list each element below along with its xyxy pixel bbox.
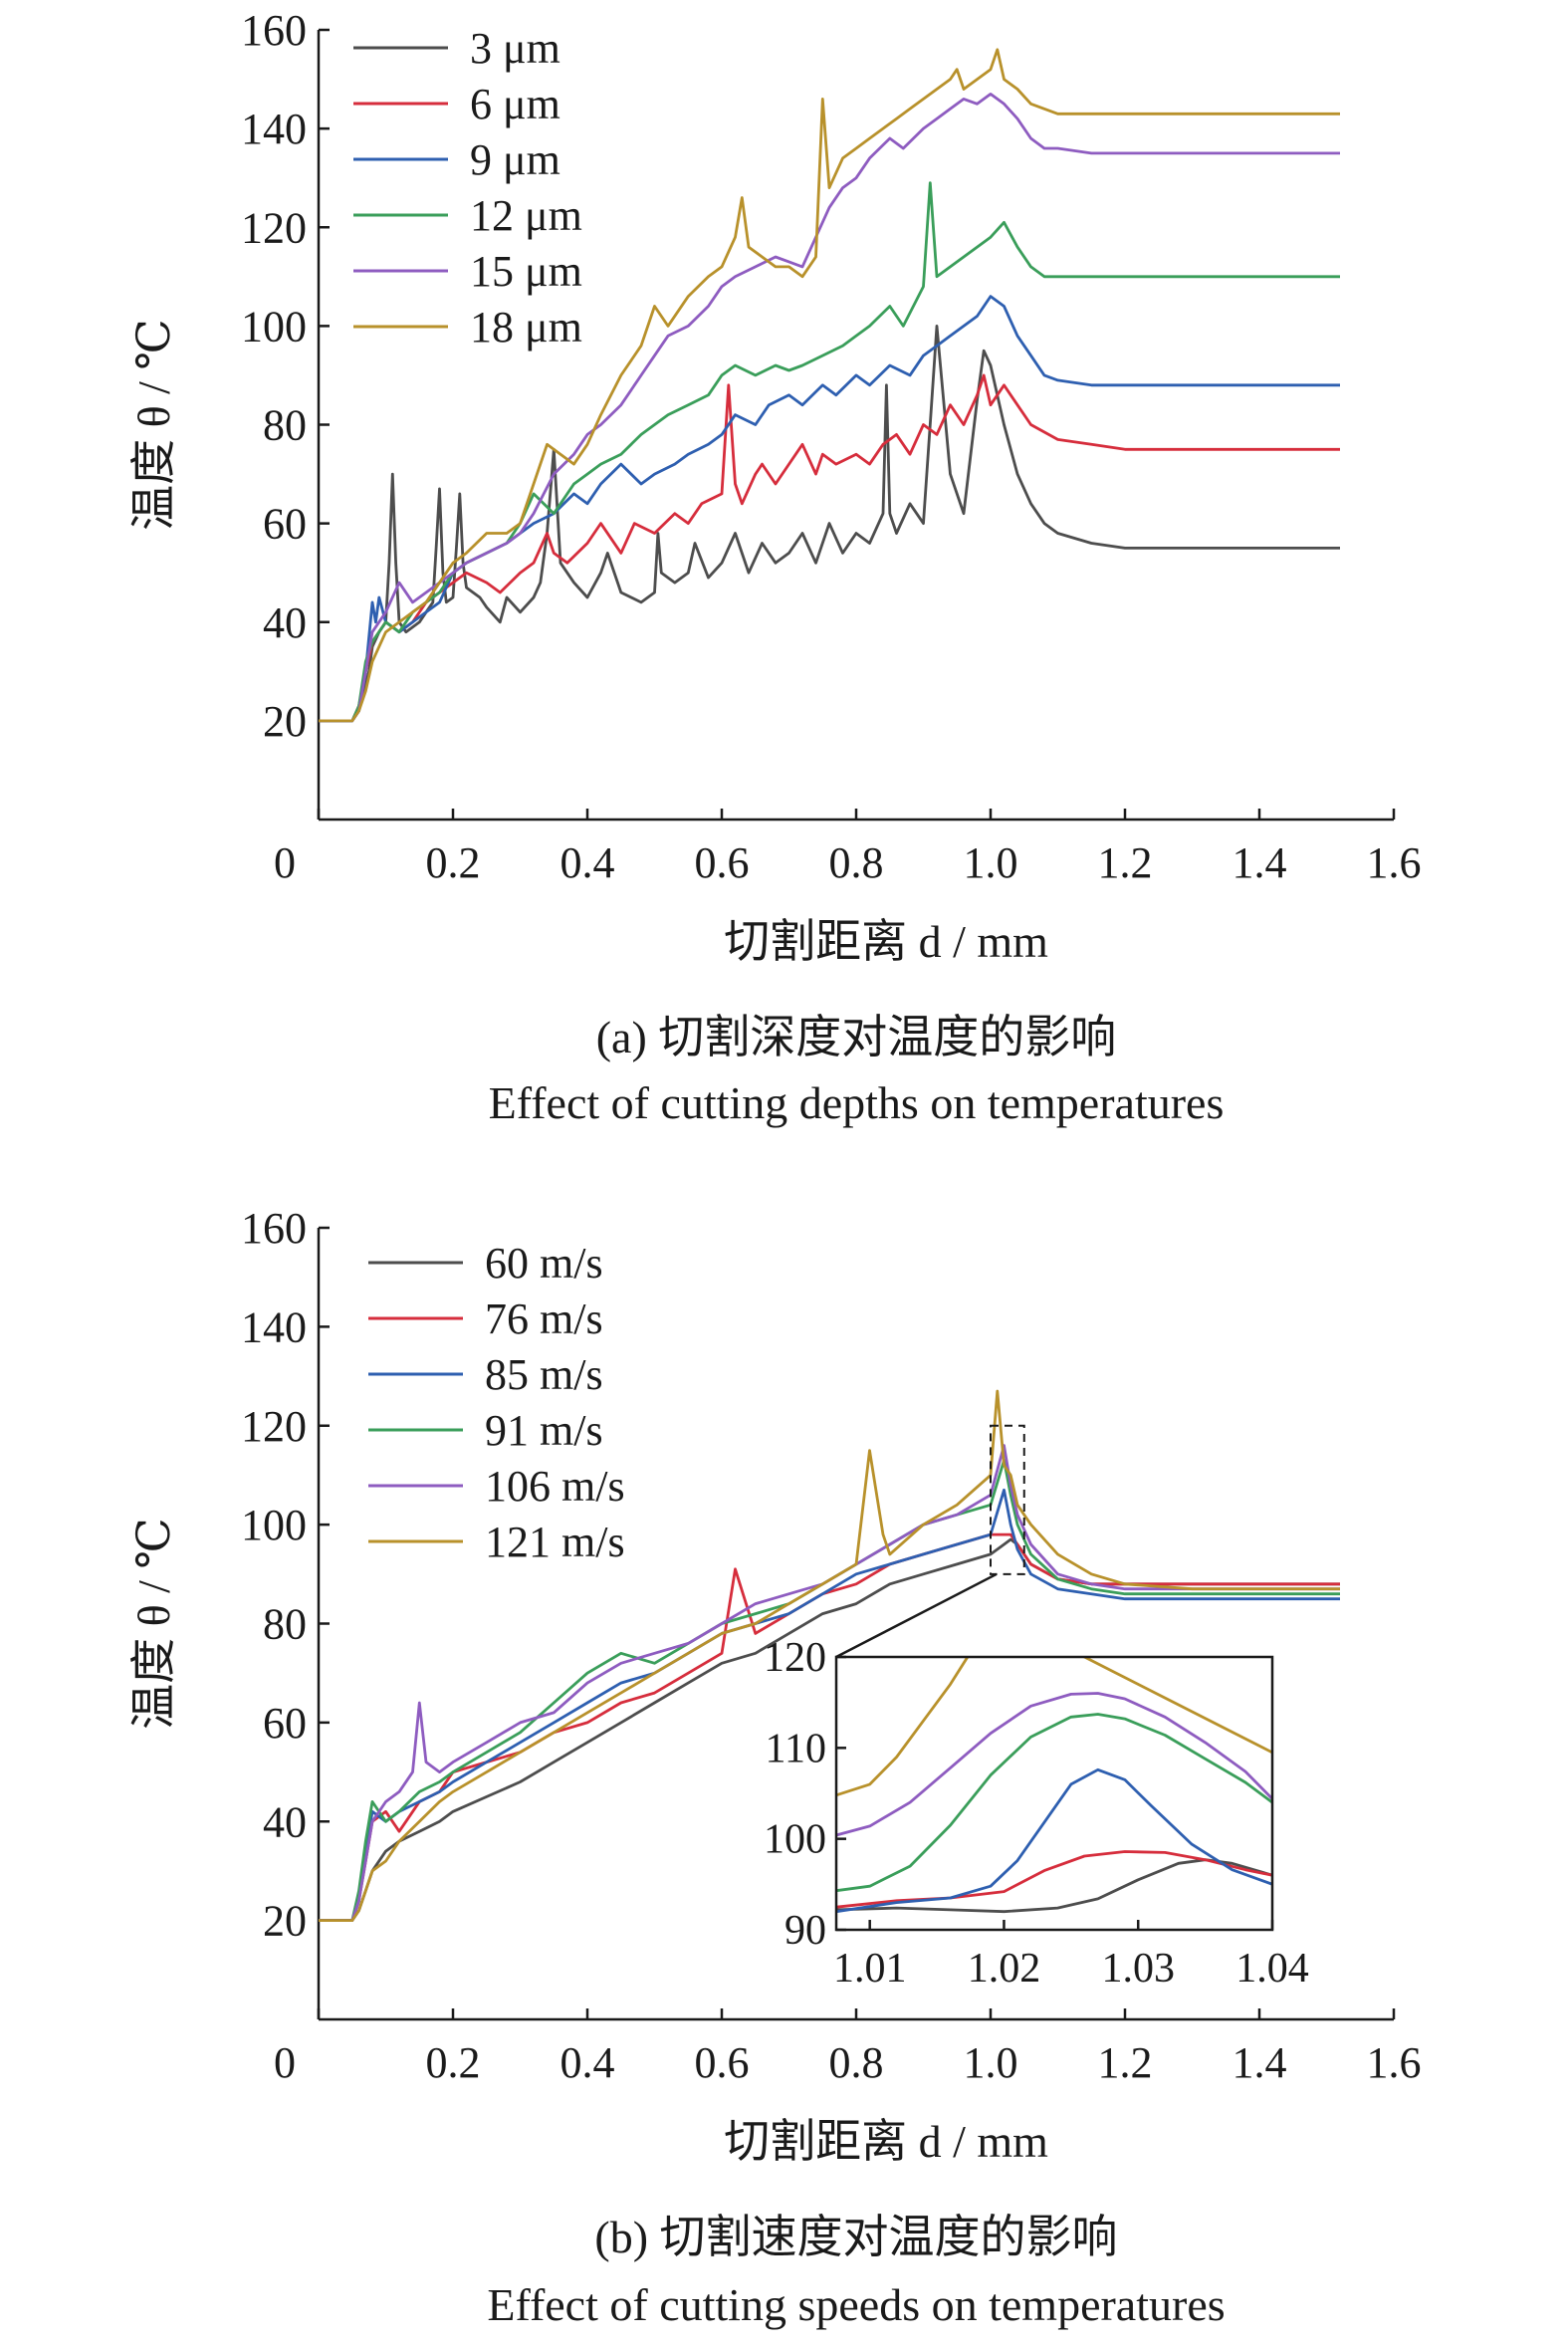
panel-a: 20 40 60 80 100 120 140 160 0 0.2 0.4 0.6 0.8 1.0 1.2 1… (128, 6, 1422, 967)
legend-label: 76 m/s (485, 1294, 603, 1343)
caption-a-cn: (a) 切割深度对温度的影响 (596, 1012, 1117, 1062)
y-tick-label: 120 (241, 203, 307, 252)
legend-label: 9 μm (470, 135, 560, 184)
legend-label: 106 m/s (485, 1462, 625, 1511)
caption-a-en: Effect of cutting depths on temperatures (489, 1077, 1225, 1128)
inset-frame (834, 1655, 1274, 1932)
legend-label: 60 m/s (485, 1239, 603, 1288)
x-tick-label: 1.0 (964, 2038, 1018, 2087)
series-line (319, 1389, 1340, 1922)
x-tick-label: 1.6 (1367, 2038, 1422, 2087)
inset-y-tick-label: 110 (766, 1726, 826, 1771)
x-axis-title: 切割距离 d / mm (724, 2116, 1048, 2167)
caption-b-cn: (b) 切割速度对温度的影响 (594, 2212, 1117, 2262)
y-tick-label: 80 (263, 1600, 307, 1649)
y-tick-label: 80 (263, 401, 307, 450)
inset-series-group (836, 1657, 1272, 1914)
legend-label: 15 μm (470, 247, 582, 296)
y-tick-label: 160 (241, 6, 307, 55)
series-line (319, 1444, 1340, 1922)
x-tick-label: 1.2 (1098, 2038, 1153, 2087)
y-tick-label: 140 (241, 105, 307, 153)
y-tick-label: 20 (263, 1897, 307, 1946)
inset-series-line (836, 1713, 1272, 1893)
x-tick-label: 1.4 (1232, 838, 1287, 887)
y-tick-label: 120 (241, 1402, 307, 1451)
x-tick-label: 0.2 (426, 838, 481, 887)
x-tick-label: 0.6 (695, 838, 750, 887)
x-tick-label: 1.4 (1232, 2038, 1287, 2087)
inset-series-line (836, 1692, 1272, 1837)
y-tick-label: 100 (241, 1501, 307, 1549)
inset-series-line (836, 1657, 1272, 1797)
x-tick-label: 0.4 (560, 838, 615, 887)
inset-x-tick-label: 1.01 (833, 1946, 907, 1992)
y-tick-label: 160 (241, 1204, 307, 1253)
y-tick-label: 100 (241, 302, 307, 351)
x-tick-label: 0.4 (560, 2038, 615, 2087)
x-tick-label: 0.8 (829, 838, 884, 887)
y-tick-label: 40 (263, 1797, 307, 1846)
inset-background (836, 1657, 1272, 1930)
inset-y-tick-label: 90 (784, 1908, 826, 1954)
series-line (319, 48, 1340, 723)
x-tick-label: 0 (274, 838, 296, 887)
x-tick-label: 1.0 (964, 838, 1018, 887)
inset-series-line (836, 1767, 1272, 1914)
legend-label: 18 μm (470, 303, 582, 352)
x-tick-label: 0.6 (695, 2038, 750, 2087)
legend-label: 85 m/s (485, 1350, 603, 1399)
x-tick-label: 0.8 (829, 2038, 884, 2087)
x-tick-label: 1.2 (1098, 838, 1153, 887)
y-tick-label: 20 (263, 697, 307, 746)
legend-label: 121 m/s (485, 1518, 625, 1566)
y-tick-label: 140 (241, 1302, 307, 1351)
series-line (319, 1532, 1340, 1922)
x-tick-label: 0 (274, 2038, 296, 2087)
legend-label: 3 μm (470, 24, 560, 73)
x-tick-label: 0.2 (426, 2038, 481, 2087)
y-axis-title: 温度 θ / ℃ (128, 1518, 179, 1730)
inset-y-tick-label: 100 (764, 1817, 826, 1863)
inset-y-tick-label: 120 (764, 1635, 826, 1681)
zoom-connector (835, 1572, 998, 1659)
inset-x-tick-label: 1.03 (1101, 1946, 1175, 1992)
panel-b: 20 40 60 80 100 120 140 160 0 0.2 0.4 0.6 0.8 1.0 1.2 1… (128, 1204, 1422, 2167)
inset-x-tick-label: 1.04 (1235, 1946, 1309, 1992)
series-line (319, 181, 1340, 723)
x-tick-label: 1.6 (1367, 838, 1422, 887)
legend-label: 12 μm (470, 191, 582, 240)
caption-b-en: Effect of cutting speeds on temperatures (487, 2279, 1225, 2330)
x-axis-title: 切割距离 d / mm (724, 916, 1048, 967)
y-tick-label: 60 (263, 1699, 307, 1748)
y-axis-title: 温度 θ / ℃ (128, 319, 179, 531)
y-tick-label: 60 (263, 500, 307, 549)
legend-label: 91 m/s (485, 1406, 603, 1455)
y-tick-label: 40 (263, 598, 307, 647)
legend-label: 6 μm (470, 80, 560, 128)
inset-x-tick-label: 1.02 (968, 1946, 1041, 1992)
zoom-box (990, 1424, 1025, 1575)
series-line (319, 295, 1340, 723)
